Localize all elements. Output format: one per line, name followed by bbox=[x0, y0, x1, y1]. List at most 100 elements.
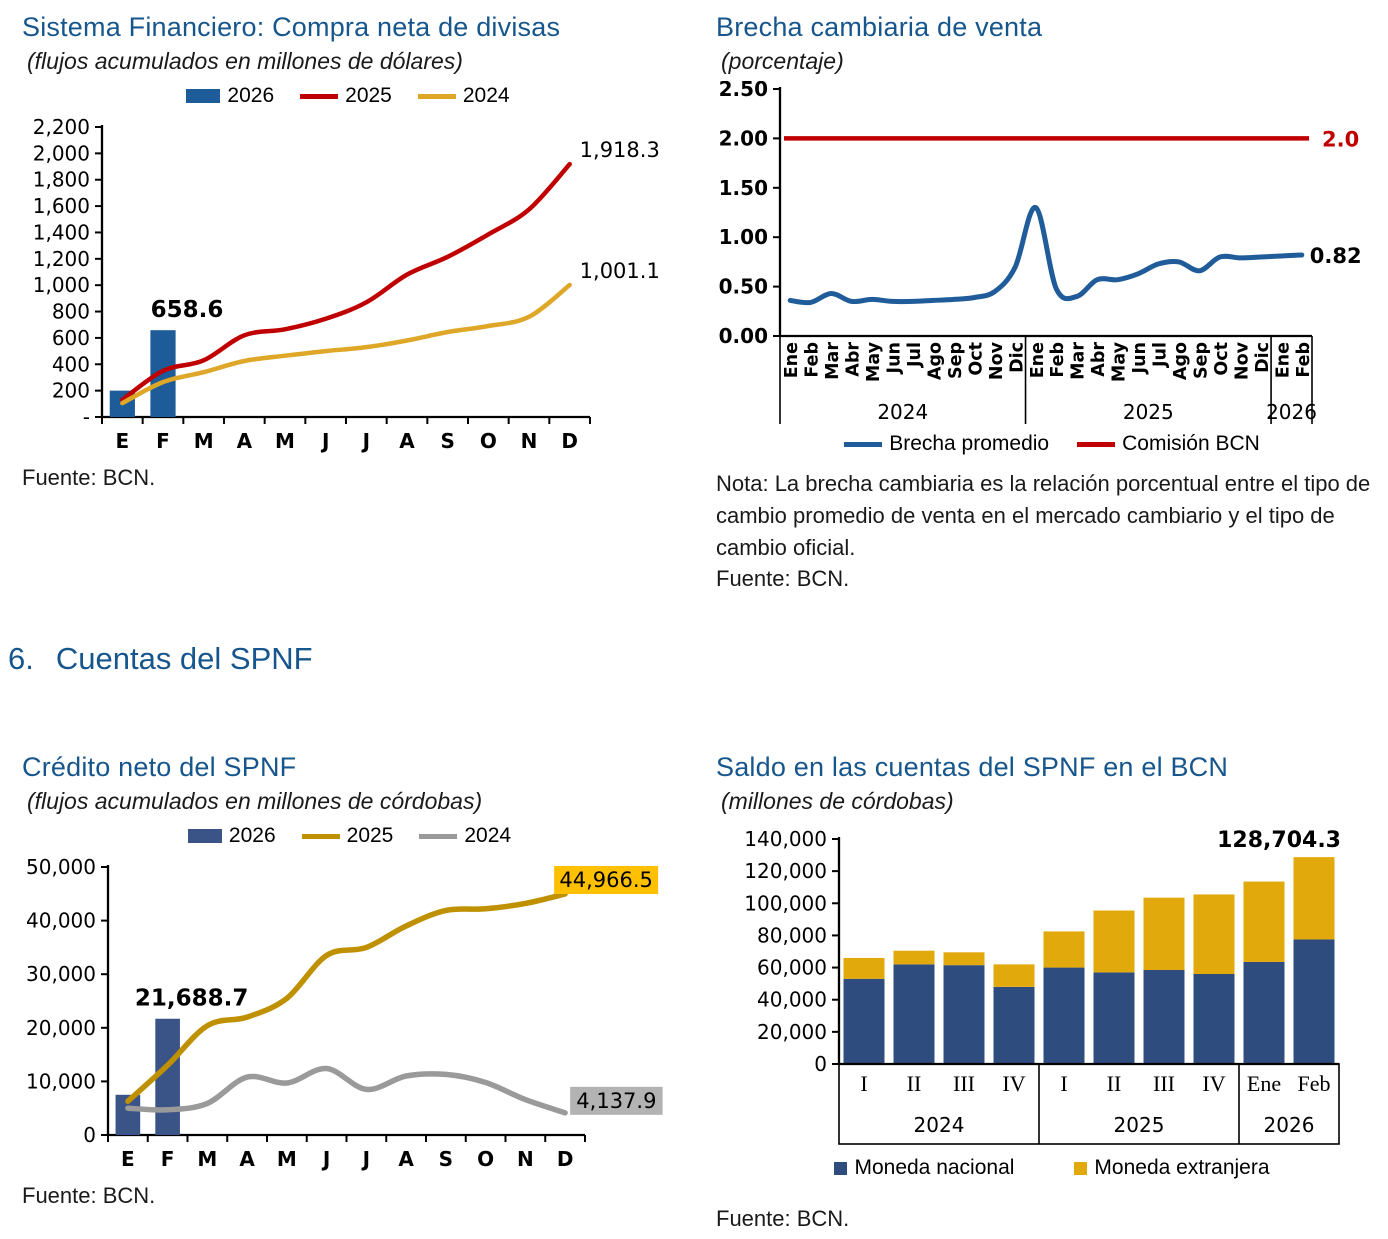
svg-text:0: 0 bbox=[814, 1052, 827, 1076]
svg-text:1,001.1: 1,001.1 bbox=[580, 259, 660, 283]
svg-text:Jul: Jul bbox=[1151, 342, 1171, 368]
svg-text:Jun: Jun bbox=[1130, 342, 1150, 374]
svg-text:Feb: Feb bbox=[1048, 342, 1068, 378]
saldo-cuentas-plot: 0 20,000 40,000 60,000 80,000 100,000 120,000 1… bbox=[744, 827, 1341, 1146]
svg-text:II: II bbox=[1107, 1071, 1122, 1096]
legend-item: 2024 bbox=[419, 824, 511, 848]
svg-text:N: N bbox=[521, 429, 538, 453]
compra-divisas-plot: -2004006008001,0001,2001,4001,6001,8002,… bbox=[33, 115, 660, 453]
svg-text:Nov: Nov bbox=[1232, 342, 1252, 381]
svg-text:Mar: Mar bbox=[823, 342, 843, 380]
svg-text:60,000: 60,000 bbox=[757, 956, 827, 980]
svg-text:21,688.7: 21,688.7 bbox=[135, 986, 249, 1012]
svg-text:2.0: 2.0 bbox=[1322, 128, 1359, 152]
svg-text:1.50: 1.50 bbox=[719, 176, 768, 200]
chart-block-saldo-cuentas: Saldo en las cuentas del SPNF en el BCN … bbox=[716, 752, 1388, 1232]
legend-label: 2024 bbox=[462, 84, 510, 108]
svg-text:20,000: 20,000 bbox=[26, 1016, 96, 1040]
chart-title: Brecha cambiaria de venta bbox=[716, 12, 1043, 42]
svg-text:N: N bbox=[517, 1147, 534, 1171]
svg-text:40,000: 40,000 bbox=[757, 988, 827, 1012]
svg-text:E: E bbox=[115, 429, 129, 453]
chart-note: Nota: La brecha cambiaria es la relación… bbox=[716, 471, 1371, 560]
svg-text:30,000: 30,000 bbox=[26, 963, 96, 987]
svg-text:Ago: Ago bbox=[1171, 342, 1191, 380]
svg-text:80,000: 80,000 bbox=[757, 924, 827, 948]
svg-text:Abr: Abr bbox=[844, 342, 864, 377]
svg-text:Feb: Feb bbox=[803, 342, 823, 378]
svg-text:J: J bbox=[321, 1147, 330, 1171]
svg-text:Dic: Dic bbox=[1253, 342, 1273, 373]
svg-text:1,600: 1,600 bbox=[33, 194, 90, 218]
svg-text:2026: 2026 bbox=[1264, 1113, 1315, 1137]
svg-text:E: E bbox=[121, 1147, 135, 1171]
legend-label: Brecha promedio bbox=[889, 432, 1050, 456]
svg-text:10,000: 10,000 bbox=[26, 1070, 96, 1094]
svg-text:J: J bbox=[361, 429, 370, 453]
svg-text:M: M bbox=[194, 429, 214, 453]
legend-label: 2024 bbox=[464, 824, 512, 848]
svg-text:1,800: 1,800 bbox=[33, 168, 90, 192]
chart-title: Crédito neto del SPNF bbox=[22, 752, 297, 782]
chart-title: Saldo en las cuentas del SPNF en el BCN bbox=[716, 752, 1229, 782]
svg-text:0.00: 0.00 bbox=[719, 324, 768, 348]
svg-text:M: M bbox=[277, 1147, 297, 1171]
svg-text:0.50: 0.50 bbox=[719, 275, 768, 299]
svg-text:Abr: Abr bbox=[1089, 342, 1109, 377]
chart-block-credito-neto: Crédito neto del SPNF (flujos acumulados… bbox=[22, 752, 677, 1209]
svg-text:III: III bbox=[1153, 1071, 1175, 1096]
chart-subtitle: (flujos acumulados en millones de dólare… bbox=[27, 48, 463, 75]
legend-item: Brecha promedio bbox=[844, 432, 1049, 456]
svg-text:1,000: 1,000 bbox=[33, 273, 90, 297]
legend-swatch-line bbox=[300, 93, 339, 99]
svg-text:Sep: Sep bbox=[1191, 342, 1211, 379]
legend: Brecha promedio Comisión BCN bbox=[716, 432, 1388, 456]
svg-text:50,000: 50,000 bbox=[26, 855, 96, 879]
source-note: Fuente: BCN. bbox=[716, 1206, 850, 1232]
legend-swatch-line bbox=[1077, 441, 1116, 447]
legend-label: Moneda extranjera bbox=[1094, 1156, 1270, 1180]
svg-text:400: 400 bbox=[52, 353, 90, 377]
svg-text:Jun: Jun bbox=[885, 342, 905, 374]
svg-text:A: A bbox=[399, 429, 415, 453]
svg-text:1,200: 1,200 bbox=[33, 247, 90, 271]
svg-text:Ene: Ene bbox=[1247, 1071, 1281, 1096]
svg-text:M: M bbox=[197, 1147, 217, 1171]
svg-text:1.00: 1.00 bbox=[719, 226, 768, 250]
svg-text:1,918.3: 1,918.3 bbox=[580, 138, 660, 162]
svg-text:III: III bbox=[953, 1071, 975, 1096]
legend: Moneda nacional Moneda extranjera bbox=[716, 1156, 1388, 1180]
svg-text:II: II bbox=[907, 1071, 922, 1096]
legend-swatch-line bbox=[301, 833, 340, 839]
legend-swatch-line bbox=[844, 441, 883, 447]
svg-text:200: 200 bbox=[52, 379, 90, 403]
chart-subtitle: (millones de córdobas) bbox=[721, 788, 954, 815]
svg-text:S: S bbox=[440, 429, 454, 453]
svg-text:2025: 2025 bbox=[1123, 400, 1174, 424]
svg-text:D: D bbox=[557, 1147, 574, 1171]
svg-text:20,000: 20,000 bbox=[757, 1020, 827, 1044]
svg-text:J: J bbox=[320, 429, 329, 453]
legend-label: 2026 bbox=[227, 84, 275, 108]
svg-text:Oct: Oct bbox=[966, 342, 986, 376]
legend-swatch-line bbox=[417, 93, 456, 99]
section-title: Cuentas del SPNF bbox=[55, 641, 313, 676]
legend-item: Comisión BCN bbox=[1077, 432, 1260, 456]
svg-text:2,000: 2,000 bbox=[33, 142, 90, 166]
legend: 2026 2025 2024 bbox=[22, 824, 677, 848]
svg-text:J: J bbox=[361, 1147, 370, 1171]
legend-item: 2026 bbox=[187, 824, 276, 848]
svg-text:120,000: 120,000 bbox=[744, 859, 827, 883]
legend-swatch-bar bbox=[187, 829, 222, 844]
legend-label: 2025 bbox=[345, 84, 392, 108]
svg-text:D: D bbox=[561, 429, 578, 453]
svg-text:May: May bbox=[864, 342, 884, 383]
svg-text:F: F bbox=[161, 1147, 175, 1171]
legend-label: 2026 bbox=[228, 824, 276, 848]
legend-label: 2025 bbox=[346, 824, 394, 848]
svg-text:4,137.9: 4,137.9 bbox=[576, 1089, 656, 1113]
legend-item: 2026 bbox=[186, 84, 274, 108]
legend-label: Comisión BCN bbox=[1122, 432, 1260, 456]
